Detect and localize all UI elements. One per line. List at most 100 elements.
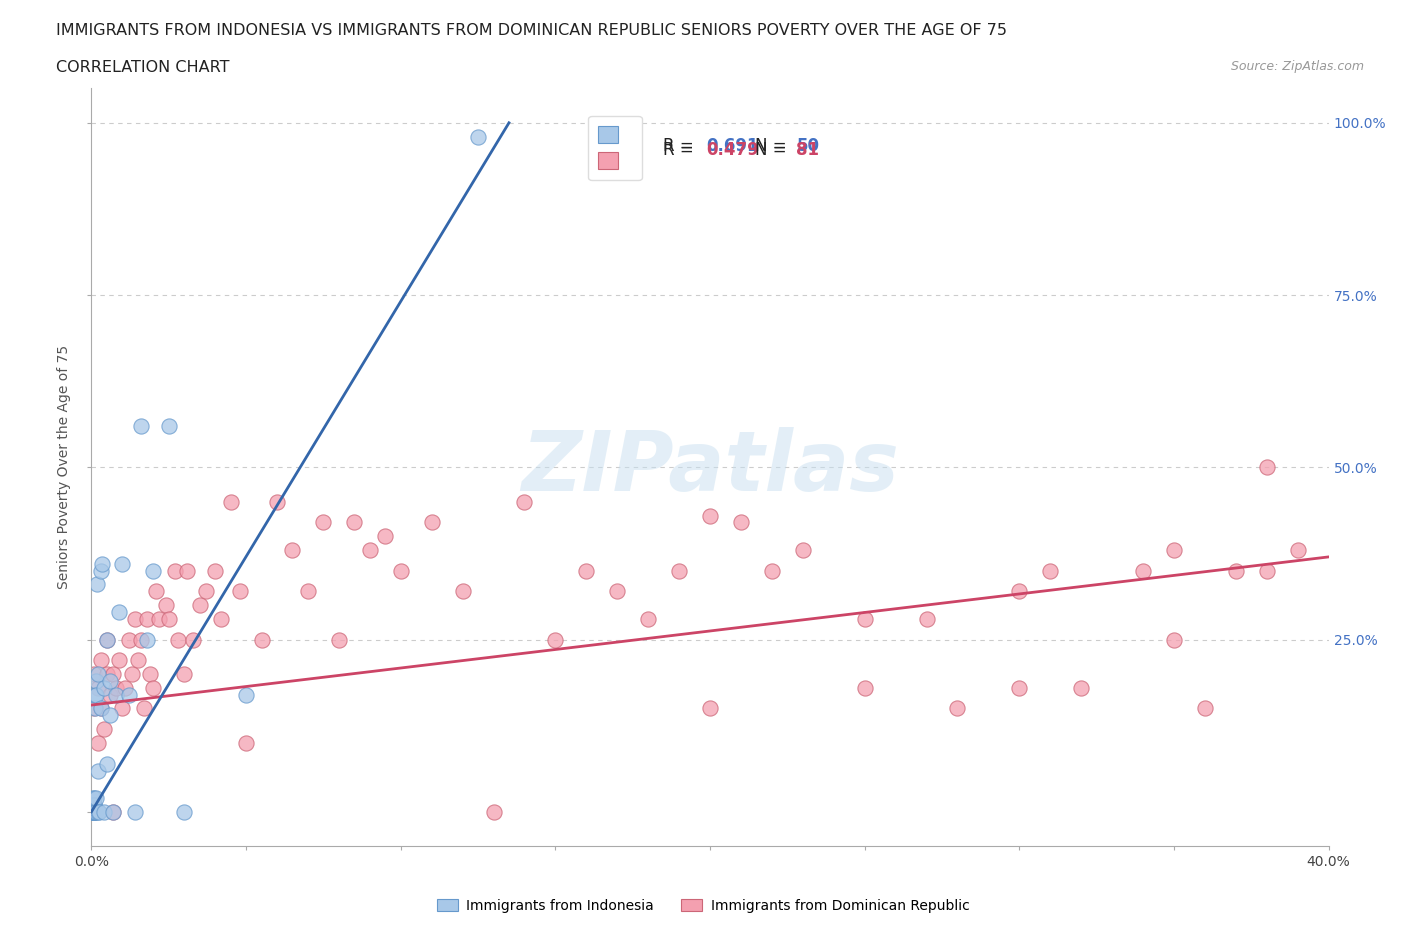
Text: CORRELATION CHART: CORRELATION CHART	[56, 60, 229, 75]
Point	[194, 584, 217, 599]
Point	[915, 612, 938, 627]
Point	[148, 612, 170, 627]
Point	[129, 418, 152, 433]
Point	[86, 577, 108, 591]
Point	[1008, 681, 1031, 696]
Point	[204, 564, 226, 578]
Text: IMMIGRANTS FROM INDONESIA VS IMMIGRANTS FROM DOMINICAN REPUBLIC SENIORS POVERTY : IMMIGRANTS FROM INDONESIA VS IMMIGRANTS …	[56, 23, 1007, 38]
Point	[86, 681, 108, 696]
Point	[84, 687, 107, 702]
Point	[82, 804, 104, 819]
Point	[575, 564, 598, 578]
Point	[451, 584, 474, 599]
Text: 0.479: 0.479	[706, 141, 759, 159]
Point	[98, 708, 121, 723]
Point	[1070, 681, 1092, 696]
Point	[328, 632, 350, 647]
Point	[374, 529, 396, 544]
Point	[157, 612, 180, 627]
Point	[82, 804, 104, 819]
Point	[1194, 701, 1216, 716]
Text: N =: N =	[755, 141, 793, 159]
Point	[129, 632, 152, 647]
Point	[699, 701, 721, 716]
Point	[188, 598, 211, 613]
Text: 0.691: 0.691	[706, 137, 758, 155]
Point	[96, 756, 118, 771]
Point	[853, 612, 876, 627]
Point	[730, 515, 752, 530]
Point	[84, 673, 107, 688]
Text: 81: 81	[796, 141, 820, 159]
Point	[1132, 564, 1154, 578]
Point	[83, 667, 105, 682]
Text: Source: ZipAtlas.com: Source: ZipAtlas.com	[1230, 60, 1364, 73]
Point	[83, 804, 105, 819]
Point	[105, 687, 128, 702]
Point	[82, 804, 104, 819]
Point	[101, 804, 124, 819]
Point	[229, 584, 252, 599]
Point	[163, 564, 186, 578]
Point	[124, 612, 146, 627]
Point	[235, 687, 257, 702]
Point	[101, 804, 124, 819]
Point	[219, 495, 242, 510]
Point	[761, 564, 783, 578]
Point	[82, 798, 104, 813]
Point	[136, 612, 159, 627]
Point	[111, 701, 134, 716]
Point	[513, 495, 536, 510]
Point	[90, 564, 112, 578]
Point	[606, 584, 628, 599]
Point	[946, 701, 969, 716]
Point	[84, 701, 107, 716]
Point	[699, 508, 721, 523]
Point	[127, 653, 149, 668]
Point	[105, 681, 128, 696]
Point	[1286, 542, 1309, 557]
Point	[84, 790, 107, 805]
Point	[281, 542, 304, 557]
Point	[96, 632, 118, 647]
Point	[482, 804, 505, 819]
Point	[114, 681, 136, 696]
Point	[136, 632, 159, 647]
Point	[167, 632, 190, 647]
Text: N =: N =	[755, 137, 793, 155]
Y-axis label: Seniors Poverty Over the Age of 75: Seniors Poverty Over the Age of 75	[58, 345, 72, 590]
Text: 50: 50	[796, 137, 820, 155]
Point	[90, 701, 112, 716]
Point	[83, 798, 105, 813]
Point	[83, 804, 105, 819]
Legend: Immigrants from Indonesia, Immigrants from Dominican Republic: Immigrants from Indonesia, Immigrants fr…	[432, 894, 974, 919]
Point	[82, 798, 104, 813]
Point	[93, 804, 115, 819]
Point	[86, 764, 108, 778]
Point	[83, 798, 105, 813]
Point	[1163, 542, 1185, 557]
Point	[132, 701, 155, 716]
Point	[98, 673, 121, 688]
Point	[139, 667, 162, 682]
Point	[96, 632, 118, 647]
Point	[83, 804, 105, 819]
Point	[121, 667, 143, 682]
Point	[86, 687, 108, 702]
Point	[108, 653, 131, 668]
Point	[96, 667, 118, 682]
Point	[101, 667, 124, 682]
Point	[142, 681, 165, 696]
Point	[91, 556, 114, 571]
Point	[142, 564, 165, 578]
Point	[343, 515, 366, 530]
Point	[84, 804, 107, 819]
Point	[83, 790, 105, 805]
Point	[1163, 632, 1185, 647]
Point	[93, 722, 115, 737]
Text: R =: R =	[662, 137, 699, 155]
Point	[1039, 564, 1062, 578]
Point	[93, 681, 115, 696]
Point	[124, 804, 146, 819]
Point	[87, 667, 110, 682]
